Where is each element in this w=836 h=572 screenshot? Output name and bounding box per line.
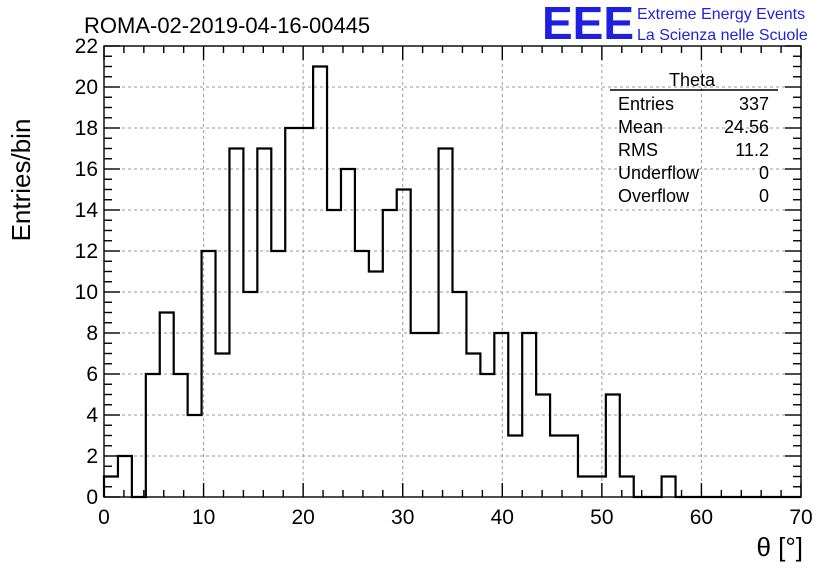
histogram-bin xyxy=(480,374,494,497)
stats-value: 0 xyxy=(759,163,769,183)
stats-label: RMS xyxy=(618,140,658,160)
stats-value: 11.2 xyxy=(735,140,769,160)
histogram-bin xyxy=(257,149,271,498)
stats-name: Theta xyxy=(669,70,716,90)
stats-label: Overflow xyxy=(618,186,690,206)
x-tick-label: 30 xyxy=(391,506,414,529)
histogram-bin xyxy=(592,477,606,498)
histogram-bin xyxy=(466,354,480,498)
y-tick-label: 12 xyxy=(75,240,98,263)
histogram-bin xyxy=(160,313,174,498)
stats-rows: Entries 337 Mean 24.56 RMS 11.2 Underflow 0 Over… xyxy=(618,94,769,206)
histogram-bin xyxy=(439,149,453,498)
histogram-bin xyxy=(453,292,467,497)
histogram-outline xyxy=(102,65,801,499)
stats-label: Entries xyxy=(618,94,674,114)
chart-title: ROMA-02-2019-04-16-00445 xyxy=(84,13,370,38)
stats-label: Underflow xyxy=(618,163,700,183)
stats-value: 24.56 xyxy=(724,117,769,137)
histogram-bin xyxy=(369,272,383,498)
y-tick-label: 22 xyxy=(75,35,98,58)
histogram-bin xyxy=(508,436,522,498)
stats-value: 337 xyxy=(739,94,769,114)
histogram-bin xyxy=(536,395,550,498)
histogram-bin xyxy=(243,292,257,497)
y-tick-label: 6 xyxy=(86,363,98,386)
histogram-bin xyxy=(299,128,313,497)
stats-value: 0 xyxy=(759,186,769,206)
y-tick-label: 16 xyxy=(75,158,98,181)
y-tick-label: 10 xyxy=(75,281,98,304)
y-axis-title: Entries/bin xyxy=(6,119,36,242)
x-tick-label: 40 xyxy=(491,506,514,529)
histogram-bins xyxy=(104,67,676,498)
y-tick-label: 14 xyxy=(75,199,99,222)
x-tick-label: 20 xyxy=(291,506,314,529)
y-tick-labels: 0 2 4 6 8 10 12 14 16 18 20 22 xyxy=(75,35,99,509)
stats-label: Mean xyxy=(618,117,663,137)
histogram-bin xyxy=(216,354,230,498)
x-tick-label: 50 xyxy=(590,506,613,529)
histogram-bin xyxy=(550,436,564,498)
y-tick-label: 2 xyxy=(86,445,98,468)
histogram-bin xyxy=(662,477,676,498)
x-tick-labels: 0 10 20 30 40 50 60 70 xyxy=(98,506,813,529)
logo-line-1: Extreme Energy Events xyxy=(637,6,805,23)
x-tick-label: 0 xyxy=(98,506,110,529)
logo-line-2: La Scienza nelle Scuole xyxy=(637,27,808,44)
histogram-bin xyxy=(397,190,411,498)
x-tick-label: 70 xyxy=(789,506,812,529)
x-tick-label: 60 xyxy=(690,506,713,529)
histogram-bin xyxy=(146,374,160,497)
y-tick-label: 18 xyxy=(75,117,98,140)
y-tick-label: 4 xyxy=(86,404,98,427)
stats-box: Theta Entries 337 Mean 24.56 RMS 11.2 Underflo… xyxy=(610,70,778,206)
histogram-bin xyxy=(564,436,578,498)
histogram-bin xyxy=(229,149,243,498)
y-tick-label: 8 xyxy=(86,322,98,345)
histogram-bin xyxy=(118,456,132,497)
histogram-bin xyxy=(327,210,341,497)
eee-logo: EEE xyxy=(542,0,634,49)
y-tick-label: 0 xyxy=(86,486,98,509)
histogram-bin xyxy=(313,67,327,498)
histogram-bin xyxy=(174,374,188,497)
y-tick-label: 20 xyxy=(75,76,98,99)
histogram-bin xyxy=(383,210,397,497)
histogram-bin xyxy=(606,395,620,498)
axis-ticks xyxy=(103,45,802,498)
x-axis-title: θ [°] xyxy=(756,532,803,562)
histogram-bin xyxy=(285,128,299,497)
x-tick-label: 10 xyxy=(192,506,215,529)
histogram-bin xyxy=(578,477,592,498)
